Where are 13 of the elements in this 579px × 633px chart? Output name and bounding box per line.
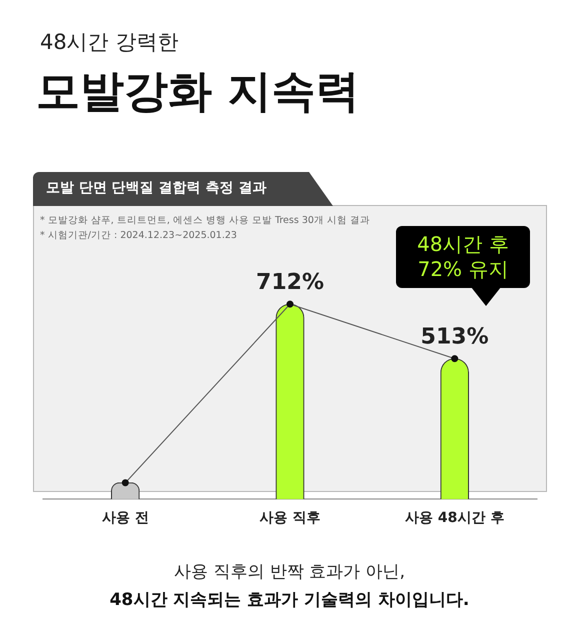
data-label: 712% [256, 270, 324, 295]
chart-subtitle: 48시간 강력한 [40, 29, 178, 56]
text: 48시간 후 72% 유지 [416, 232, 510, 282]
x-tick-label: 사용 48시간 후 [405, 510, 504, 526]
text: * 모발강화 샴푸, 트리트먼트, 에센스 병행 사용 모발 Tress 30개 시험 결과 [40, 214, 370, 227]
x-tick-label: 사용 직후 [260, 510, 320, 526]
chart-title: 모발강화 지속력 [36, 65, 360, 119]
x-tick-label: 사용 전 [102, 510, 149, 526]
text: 사용 직후의 반짝 효과가 아닌, [172, 561, 406, 583]
text: * 시험기관/기간 : 2024.12.23~2025.01.23 [40, 229, 237, 242]
text: 모발 단면 단백질 결합력 측정 결과 [46, 179, 266, 197]
text: 48시간 지속되는 효과가 기술력의 차이입니다. [108, 589, 470, 611]
data-label: 513% [420, 324, 489, 350]
